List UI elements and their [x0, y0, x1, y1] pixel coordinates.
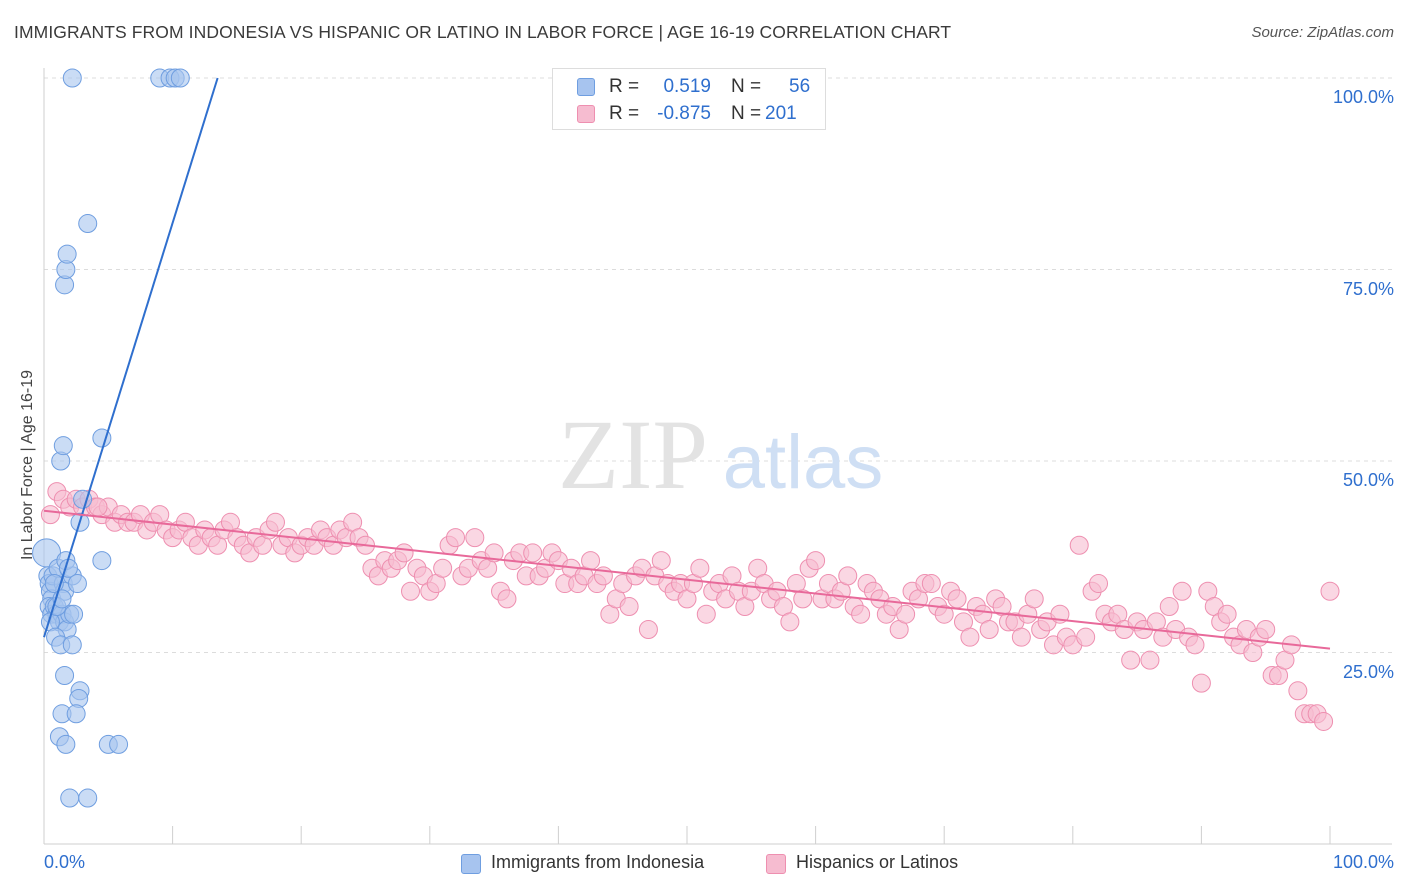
y-tick-label-75: 75.0% — [1342, 278, 1394, 299]
point-indonesia — [62, 635, 82, 655]
point-hispanic — [497, 589, 517, 609]
point-hispanic — [1314, 711, 1334, 731]
source-label: Source: ZipAtlas.com — [1251, 24, 1394, 41]
point-hispanic — [465, 528, 485, 548]
point-indonesia — [67, 574, 87, 594]
trend-lines — [43, 77, 1331, 650]
stats-box: R = 0.519 N = 56 R = -0.875 N = 201 — [552, 68, 826, 130]
point-indonesia — [66, 704, 86, 724]
point-hispanic — [401, 581, 421, 601]
point-hispanic — [934, 604, 954, 624]
point-hispanic — [581, 551, 601, 571]
point-hispanic — [523, 543, 543, 563]
n-label: N = — [731, 103, 762, 124]
watermark: ZIP atlas — [558, 399, 883, 510]
y-tick-label-50: 50.0% — [1342, 470, 1394, 490]
point-hispanic — [1320, 581, 1340, 601]
point-hispanic — [1172, 581, 1192, 601]
point-hispanic — [947, 589, 967, 609]
legend-label-hispanic: Hispanics or Latinos — [796, 852, 959, 872]
watermark-zip: ZIP — [558, 399, 708, 510]
trend-line-hispanic — [43, 509, 1331, 650]
point-indonesia — [57, 244, 77, 264]
point-hispanic — [484, 543, 504, 563]
x-tick-label-min: 0.0% — [44, 852, 86, 872]
point-hispanic — [1024, 589, 1044, 609]
point-hispanic — [921, 574, 941, 594]
point-indonesia — [92, 551, 112, 571]
stats-row-indonesia: R = 0.519 N = 56 — [553, 73, 825, 101]
point-hispanic — [433, 558, 453, 578]
axes — [43, 68, 1392, 845]
point-hispanic — [806, 551, 826, 571]
n-value-hispanic: 201 — [765, 103, 797, 124]
point-hispanic — [793, 589, 813, 609]
point-hispanic — [394, 543, 414, 563]
point-indonesia — [56, 734, 76, 754]
point-indonesia — [53, 436, 73, 456]
point-hispanic — [896, 604, 916, 624]
point-hispanic — [1076, 627, 1096, 647]
point-indonesia — [78, 214, 98, 234]
legend-label-indonesia: Immigrants from Indonesia — [491, 852, 705, 872]
point-indonesia — [73, 489, 93, 509]
swatch-indonesia — [577, 78, 595, 96]
chart-title: IMMIGRANTS FROM INDONESIA VS HISPANIC OR… — [14, 22, 952, 42]
y-tick-label-100: 100.0% — [1332, 87, 1394, 107]
watermark-atlas: atlas — [723, 420, 884, 505]
point-hispanic — [446, 528, 466, 548]
point-indonesia — [64, 604, 84, 624]
trend-line-indonesia — [43, 77, 219, 638]
point-hispanic — [1069, 535, 1089, 555]
point-hispanic — [1140, 650, 1160, 670]
point-hispanic — [1121, 650, 1141, 670]
r-label: R = — [609, 76, 640, 97]
point-hispanic — [619, 597, 639, 617]
r-value-hispanic: -0.875 — [657, 103, 711, 124]
point-hispanic — [960, 627, 980, 647]
x-tick-label-max: 100.0% — [1332, 852, 1394, 872]
r-value-indonesia: 0.519 — [663, 76, 711, 97]
point-hispanic — [780, 612, 800, 632]
point-hispanic — [838, 566, 858, 586]
point-hispanic — [651, 551, 671, 571]
r-label: R = — [609, 103, 640, 124]
n-label: N = — [731, 76, 762, 97]
point-indonesia — [109, 734, 129, 754]
point-hispanic — [690, 558, 710, 578]
point-indonesia — [60, 788, 80, 808]
point-hispanic — [1191, 673, 1211, 693]
point-indonesia — [62, 68, 82, 88]
gridlines — [44, 77, 1392, 653]
point-hispanic — [265, 512, 285, 532]
point-hispanic — [1288, 681, 1308, 701]
legend-swatch-hispanic — [766, 854, 786, 874]
point-indonesia — [55, 665, 75, 685]
n-value-indonesia: 56 — [789, 76, 811, 97]
point-hispanic — [696, 604, 716, 624]
point-hispanic — [40, 505, 60, 525]
point-hispanic — [1217, 604, 1237, 624]
point-hispanic — [1011, 627, 1031, 647]
point-hispanic — [1089, 574, 1109, 594]
point-indonesia — [78, 788, 98, 808]
point-hispanic — [979, 620, 999, 640]
point-hispanic — [1256, 620, 1276, 640]
point-hispanic — [1159, 597, 1179, 617]
stats-row-hispanic: R = -0.875 N = 201 — [553, 100, 825, 128]
point-hispanic — [1185, 635, 1205, 655]
swatch-hispanic — [577, 105, 595, 123]
point-indonesia — [170, 68, 190, 88]
point-hispanic — [851, 604, 871, 624]
y-tick-label-25: 25.0% — [1342, 661, 1394, 682]
point-hispanic — [638, 620, 658, 640]
legend-swatch-indonesia — [461, 854, 481, 874]
